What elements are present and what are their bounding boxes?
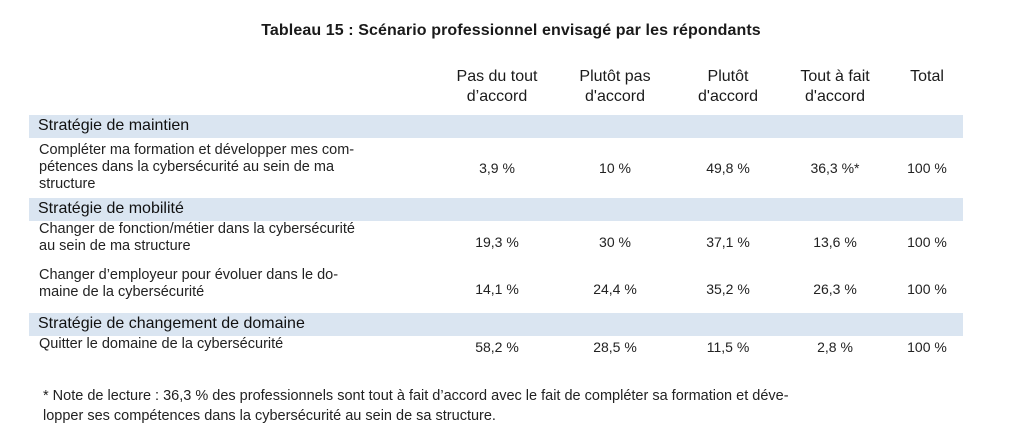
reading-note: * Note de lecture : 36,3 % des professio… [43,386,963,426]
table-cell: 11,5 % [706,339,750,355]
table-cell: 2,8 % [817,339,853,355]
column-header-line: d'accord [585,88,645,105]
column-header-line: Total [910,68,944,85]
column-header-line: Plutôt [707,68,749,85]
row-label-line: Quitter le domaine de la cybersécurité [39,336,284,352]
column-header-line: Plutôt pas [579,68,651,85]
table-cell: 14,1 % [475,281,519,297]
column-header-pas-du-tout: Pas du tout d’accord [441,67,553,107]
column-header-total: Total [891,67,963,87]
column-header-tout-a-fait: Tout à fait d'accord [779,67,891,107]
section-header-maintien: Stratégie de maintien [29,115,963,138]
section-title: Stratégie de mobilité [38,200,184,217]
column-header-line: Pas du tout [456,68,538,85]
table-cell: 3,9 % [479,160,515,176]
table-cell: 26,3 % [813,281,857,297]
column-header-line: d’accord [466,88,528,105]
row-label-line: Changer d’employeur pour évoluer dans le… [39,267,339,283]
table-cell: 30 % [599,234,631,250]
table-cell: 35,2 % [706,281,750,297]
table-cell: 100 % [907,339,947,355]
column-header-line: d'accord [698,88,758,105]
section-title: Stratégie de maintien [38,117,190,134]
row-label-line: Compléter ma formation et développer mes… [39,142,355,158]
table-title: Tableau 15 : Scénario professionnel envi… [261,22,761,39]
table-cell: 100 % [907,234,947,250]
table-cell: 10 % [599,160,631,176]
table-cell: 37,1 % [706,234,750,250]
row-label: Quitter le domaine de la cybersécurité [39,336,434,353]
table-cell: 24,4 % [593,281,637,297]
table-cell: 19,3 % [475,234,519,250]
row-label-line: pétences dans la cybersécurité au sein d… [39,159,335,175]
column-header-line: Tout à fait [800,68,870,85]
column-header-plutot-pas: Plutôt pas d'accord [559,67,671,107]
row-label: Changer d’employeur pour évoluer dans le… [39,267,434,301]
table-cell: 49,8 % [706,160,750,176]
section-header-changement-domaine: Stratégie de changement de domaine [29,313,963,336]
row-label-line: structure [39,176,96,192]
table-cell: 100 % [907,160,947,176]
reading-note-line: * Note de lecture : 36,3 % des professio… [43,388,789,404]
row-label-line: Changer de fonction/métier dans la cyber… [39,221,355,237]
row-label: Changer de fonction/métier dans la cyber… [39,221,434,255]
section-title: Stratégie de changement de domaine [38,315,305,332]
column-header-plutot: Plutôt d'accord [672,67,784,107]
row-label: Compléter ma formation et développer mes… [39,142,434,193]
table-cell: 100 % [907,281,947,297]
table-cell: 28,5 % [593,339,637,355]
reading-note-line: lopper ses compétences dans la cybersécu… [43,408,496,424]
table-cell: 13,6 % [813,234,857,250]
table-cell: 36,3 %* [810,160,860,176]
row-label-line: au sein de ma structure [39,238,191,254]
section-header-mobilite: Stratégie de mobilité [29,198,963,221]
row-label-line: maine de la cybersécurité [39,284,205,300]
table-cell: 58,2 % [475,339,519,355]
column-header-line: d'accord [805,88,865,105]
